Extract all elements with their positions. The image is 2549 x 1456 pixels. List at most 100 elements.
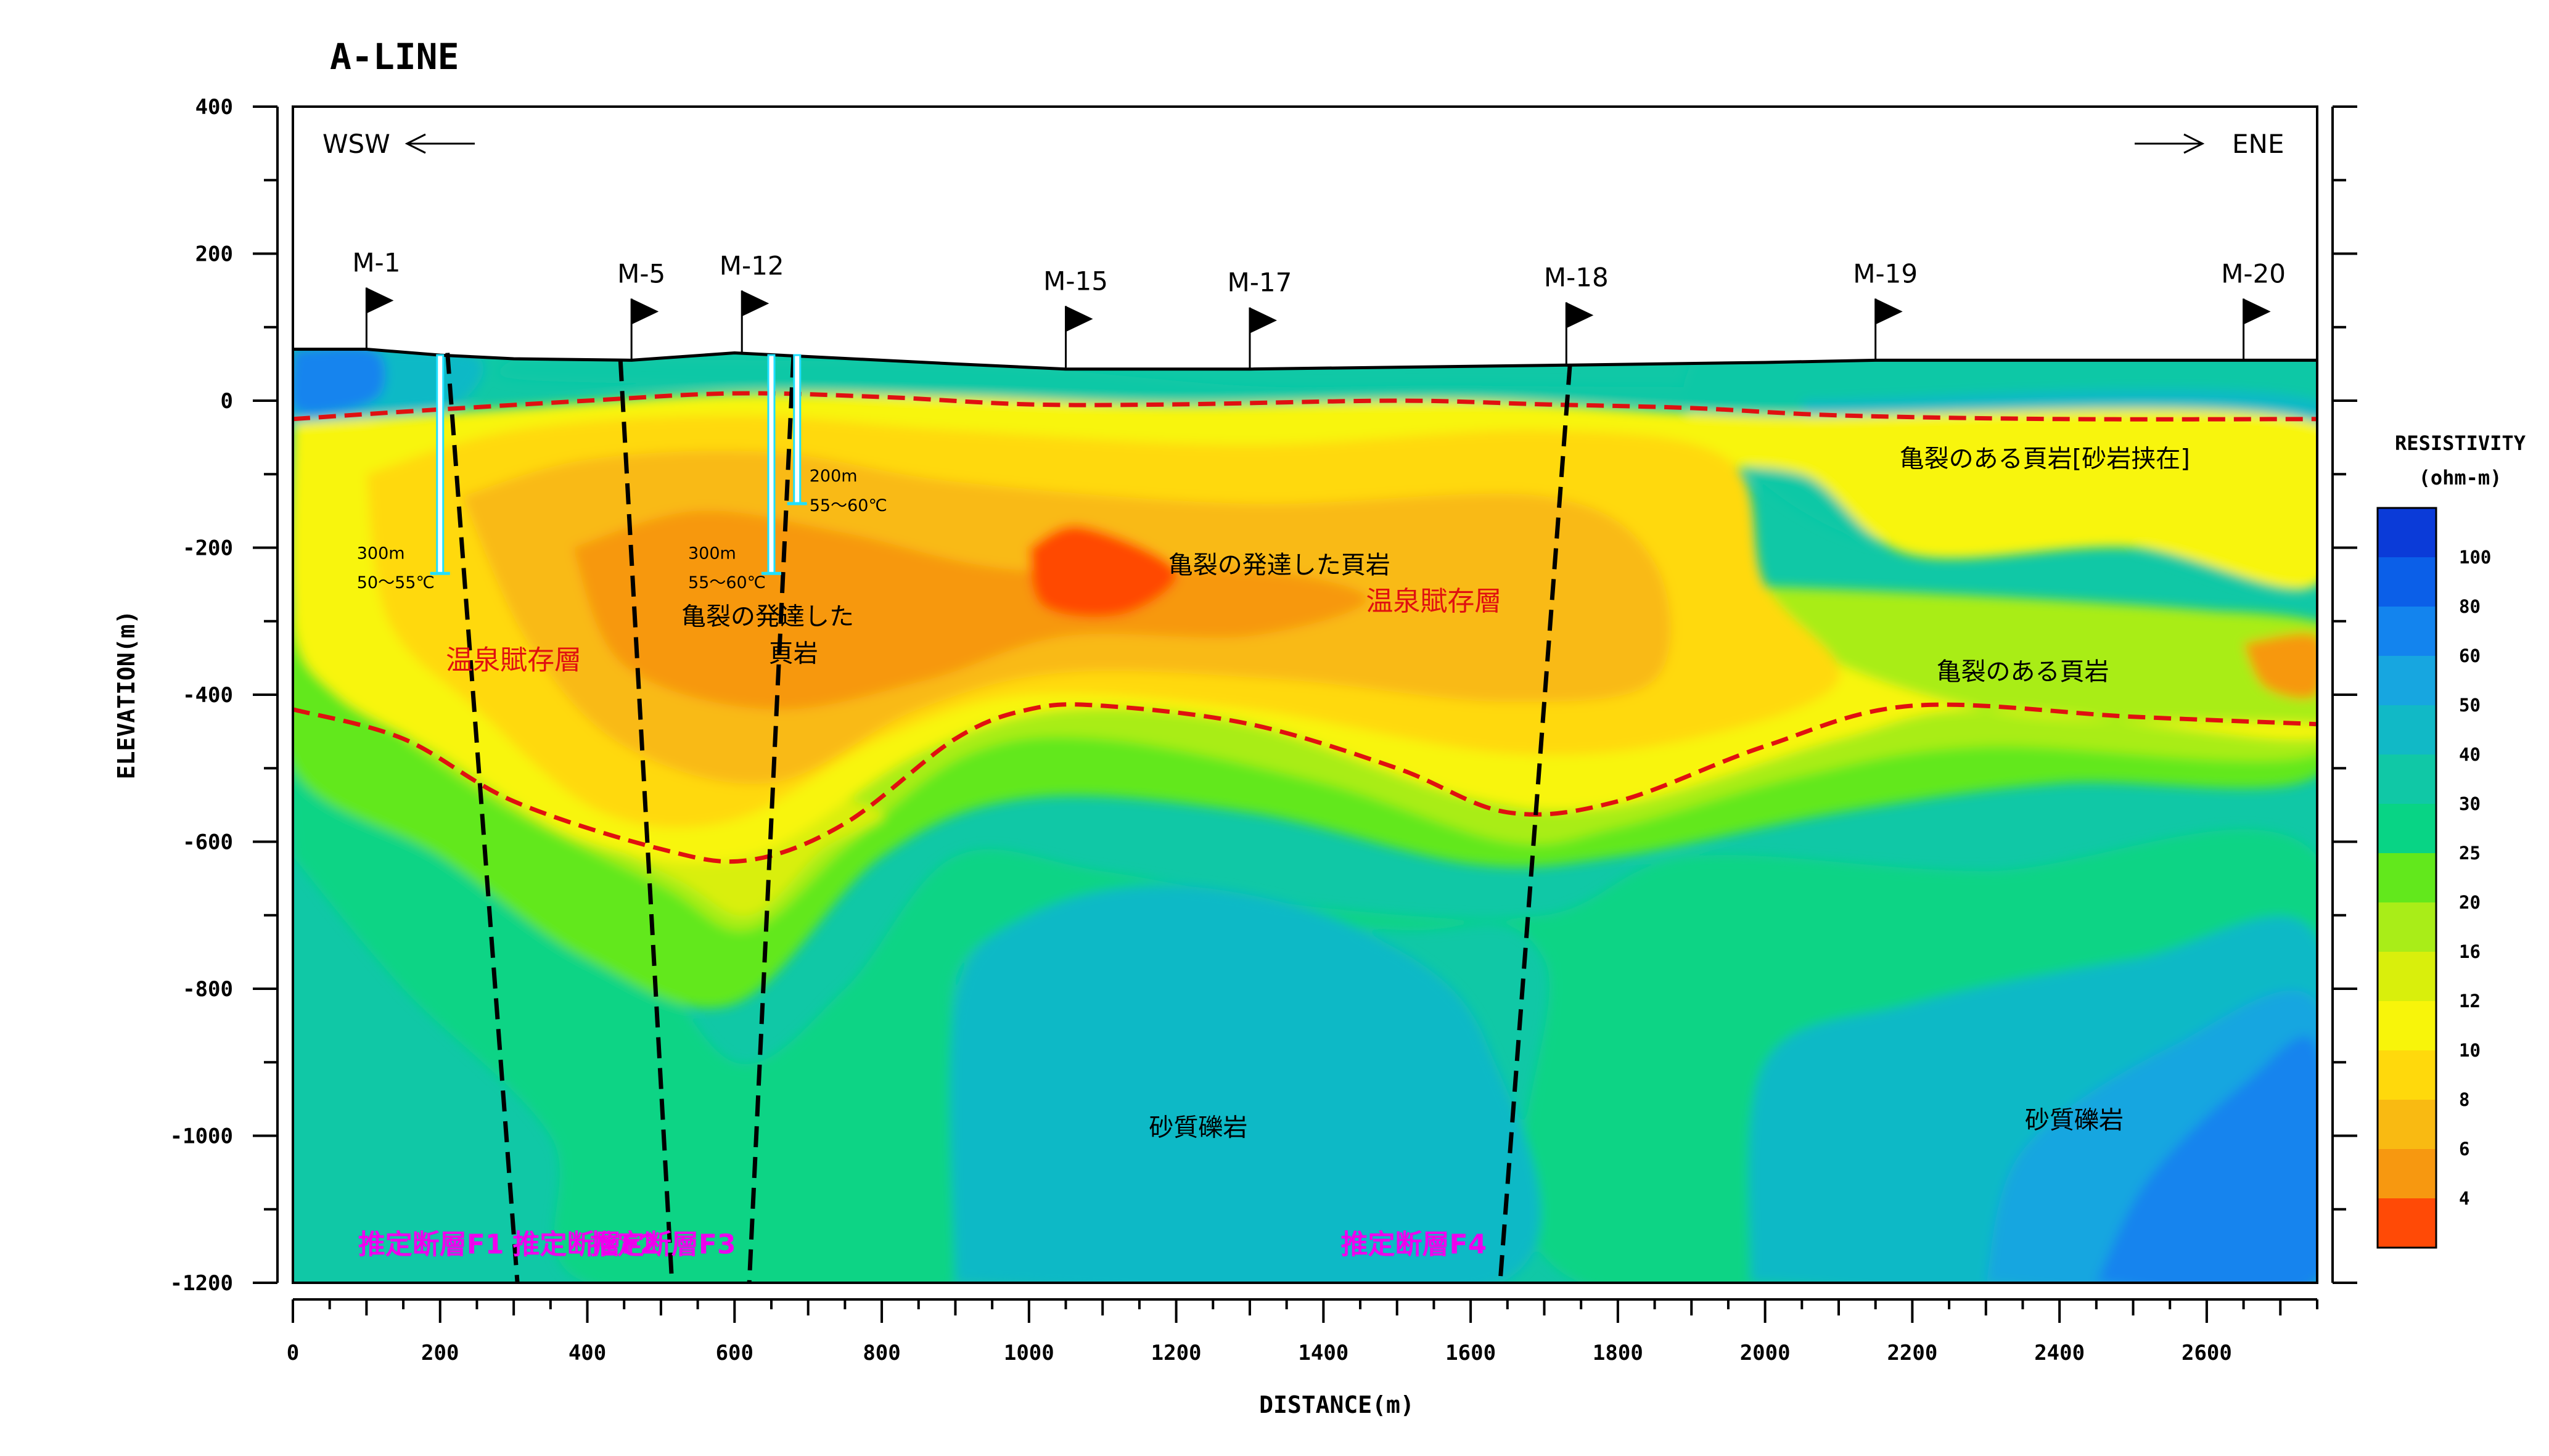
legend-level-label: 25: [2459, 843, 2481, 864]
reservoir-zone-label: 温泉賦存層: [446, 644, 581, 676]
legend-swatch: [2378, 804, 2436, 853]
well-name: M-15: [1043, 266, 1108, 296]
rock-label: 亀裂の発達した: [681, 603, 854, 631]
borehole-depth-label: 300m: [357, 544, 405, 563]
reservoir-zone-label: 温泉賦存層: [1366, 586, 1501, 617]
legend-swatch: [2378, 508, 2436, 557]
x-tick-label: 1600: [1445, 1341, 1496, 1365]
legend-color-bar: 100 80 60 50 40 30 25 20 16 12 10 8 6 4: [2376, 507, 2491, 1249]
fault-label: 推定断層F3: [590, 1229, 736, 1260]
legend-swatch: [2378, 705, 2436, 755]
legend-level-label: 6: [2459, 1139, 2469, 1159]
fault-lines: [445, 353, 1572, 1283]
rock-label: 砂質礫岩: [2025, 1106, 2124, 1135]
y-tick-label: 0: [221, 389, 233, 414]
x-tick-label: 0: [287, 1341, 299, 1365]
contour-band: [497, 357, 2317, 447]
borehole-depth-label: 300m: [688, 544, 736, 563]
left-arrow-icon: [404, 133, 475, 154]
sky-mask: [293, 107, 2317, 369]
x-tick-label: 1000: [1004, 1341, 1054, 1365]
borehole-temp-label: 55〜60℃: [688, 573, 766, 592]
borehole-casing: [436, 354, 445, 575]
flag-icon: [631, 298, 659, 325]
y-tick-label: 200: [195, 242, 233, 267]
contour-band: [1028, 525, 1178, 618]
rock-label: 亀裂のある頁岩: [1936, 658, 2109, 686]
fault-label: 推定断層F4: [1341, 1229, 1487, 1260]
legend-level-label: 8: [2459, 1089, 2469, 1110]
rock-label: 頁岩: [769, 639, 818, 668]
right-arrow-icon: [2135, 133, 2205, 154]
borehole-depth-label: 200m: [810, 467, 858, 486]
fault-line: [445, 353, 520, 1283]
well-name: M-17: [1228, 268, 1292, 298]
x-tick-label: 2600: [2182, 1341, 2232, 1365]
wells: M-1 M-5 M-12 M-15 M-17 M-18 M-19 M-20: [352, 248, 2286, 369]
reservoir-top-boundary: [293, 391, 2317, 422]
resistivity-legend: RESISTIVITY (ohm-m) 10080605040302520161…: [2376, 431, 2526, 1249]
legend-level-label: 80: [2459, 596, 2481, 617]
fault-label: 推定断層F2: [512, 1229, 659, 1260]
rock-label: 砂質礫岩: [1149, 1114, 1247, 1142]
legend-level-label: 12: [2459, 991, 2481, 1012]
contour-band: [293, 346, 386, 415]
contour-band: [2096, 1036, 2317, 1283]
legend-level-label: 16: [2459, 941, 2481, 962]
legend-swatch: [2378, 755, 2436, 804]
fault-line: [747, 356, 796, 1283]
plot-frame: [292, 105, 2318, 1284]
legend-level-label: 40: [2459, 744, 2481, 765]
contour-band: [2243, 633, 2317, 699]
flag-icon: [1875, 298, 1903, 325]
y-tick-label: 400: [195, 95, 233, 120]
flag-icon: [742, 290, 770, 317]
x-tick-label: 800: [863, 1341, 900, 1365]
flag-icon: [2243, 298, 2271, 325]
legend-swatch: [2378, 902, 2436, 952]
legend-level-label: 60: [2459, 645, 2481, 666]
legend-swatch: [2378, 557, 2436, 607]
x-tick-label: 400: [568, 1341, 606, 1365]
legend-swatch: [2378, 1050, 2436, 1100]
geologic-labels: 亀裂の発達した頁岩亀裂の発達した頁岩亀裂のある頁岩[砂岩挟在]亀裂のある頁岩砂質…: [357, 444, 2190, 1260]
y-tick-label: -1200: [170, 1271, 233, 1296]
well-name: M-1: [352, 248, 400, 278]
flag-icon: [1566, 302, 1594, 329]
well-name: M-20: [2221, 258, 2286, 288]
y-tick-label: -400: [183, 683, 233, 708]
x-tick-label: 1200: [1151, 1341, 1202, 1365]
rock-label: 亀裂のある頁岩[砂岩挟在]: [1900, 444, 2190, 473]
borehole-temp-label: 55〜60℃: [810, 496, 887, 515]
fault-label: 推定断層F1: [358, 1229, 504, 1260]
legend-swatch: [2378, 1100, 2436, 1149]
legend-swatch: [2378, 952, 2436, 1001]
well-name: M-18: [1544, 262, 1609, 292]
borehole-temp-label: 50〜55℃: [357, 573, 435, 592]
chart-title: A-LINE: [330, 36, 459, 78]
well-name: M-12: [720, 250, 784, 280]
flag-icon: [366, 287, 394, 314]
x-tick-label: 2400: [2034, 1341, 2085, 1365]
y-tick-label: -600: [183, 830, 233, 855]
y-tick-label: -800: [183, 977, 233, 1002]
x-tick-label: 1400: [1298, 1341, 1348, 1365]
x-axis-title: DISTANCE(m): [1259, 1391, 1414, 1418]
well-name: M-19: [1853, 258, 1918, 288]
legend-level-label: 30: [2459, 793, 2481, 814]
x-tick-label: 2000: [1740, 1341, 1791, 1365]
x-tick-label: 200: [421, 1341, 459, 1365]
boreholes: [430, 354, 807, 575]
legend-swatch: [2378, 656, 2436, 705]
y-axis: 400 200 0 -200 -400 -600 -800 -1000 -1200: [170, 95, 279, 1296]
y-tick-label: -1000: [170, 1124, 233, 1149]
rock-label: 亀裂の発達した頁岩: [1168, 551, 1390, 579]
borehole-casing: [793, 354, 802, 505]
x-tick-label: 600: [716, 1341, 753, 1365]
legend-swatch: [2378, 853, 2436, 902]
y-axis-right: [2331, 105, 2357, 1284]
legend-level-label: 4: [2459, 1188, 2469, 1209]
legend-level-label: 20: [2459, 892, 2481, 913]
x-tick-label: 2200: [1887, 1341, 1937, 1365]
